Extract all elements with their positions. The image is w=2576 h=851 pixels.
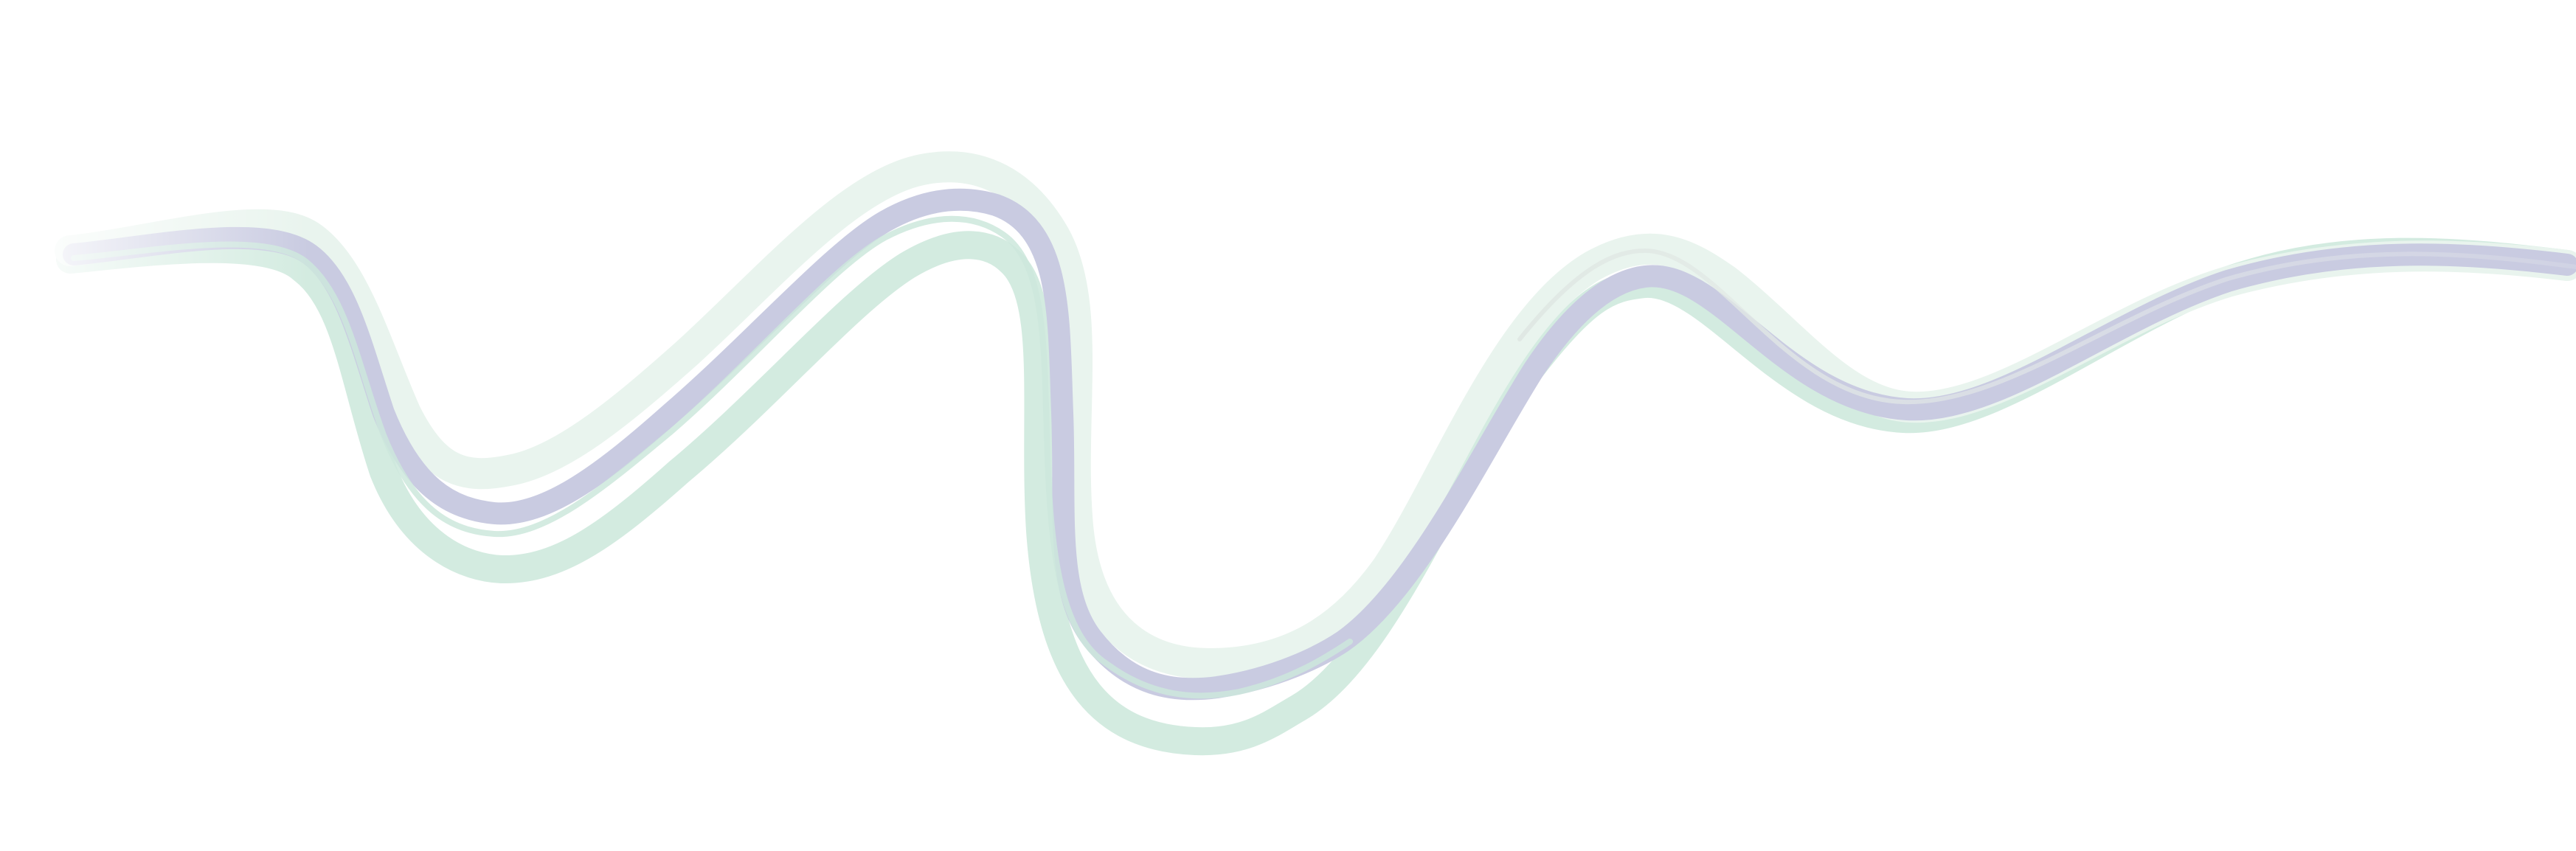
left-fade-overlay	[0, 0, 2576, 851]
flowing-ribbons-graphic	[0, 0, 2576, 851]
